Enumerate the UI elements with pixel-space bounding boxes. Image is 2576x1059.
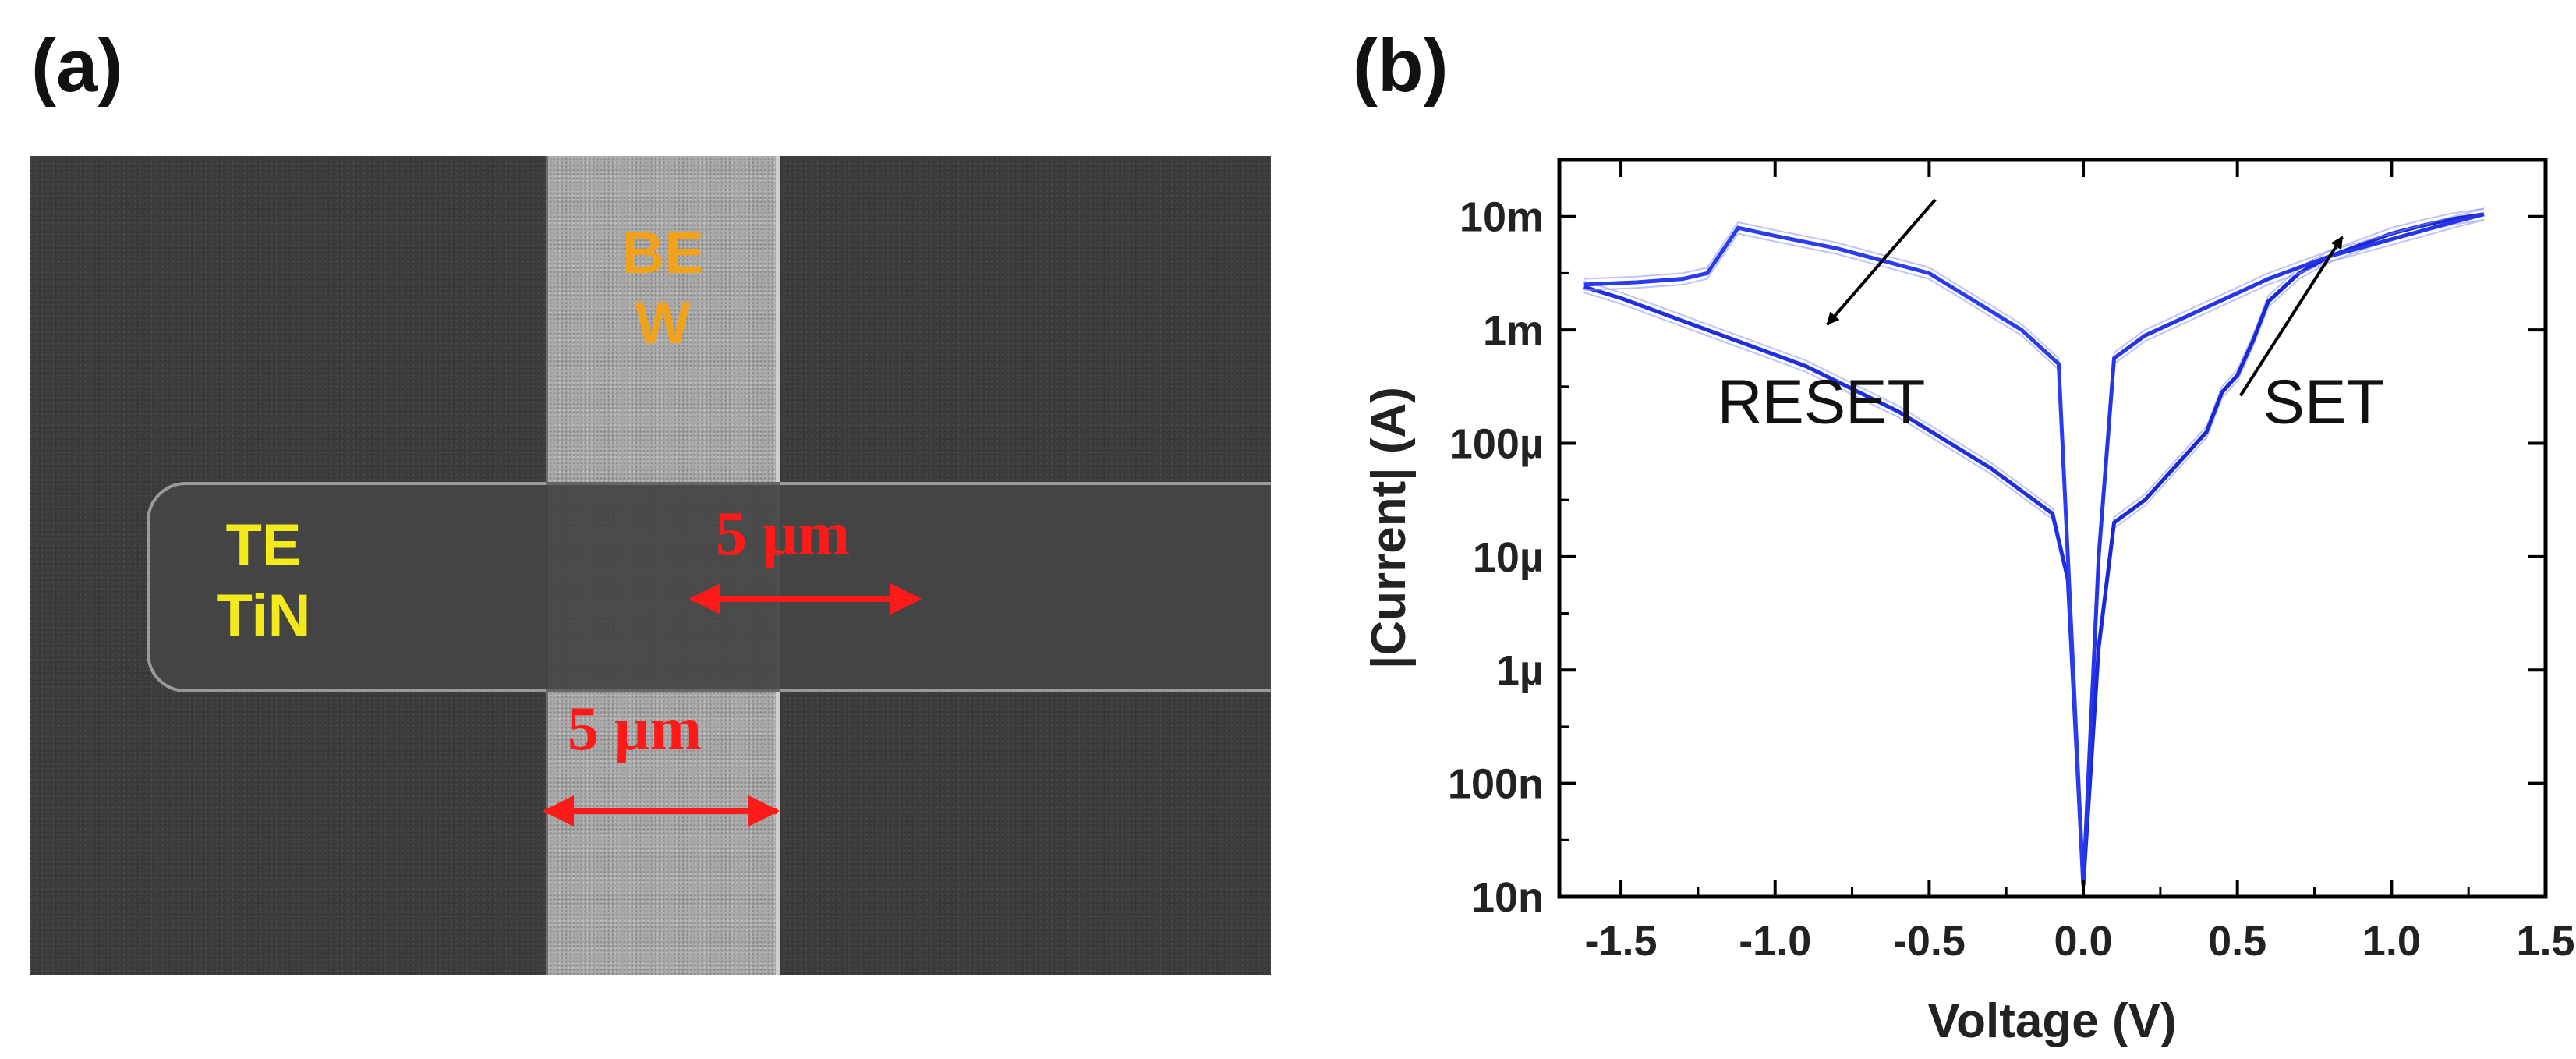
series-3-cycle-2	[2082, 213, 2485, 886]
y-tick-label: 100n	[1448, 761, 1544, 808]
tick-label-layer: -1.5 -1.0 -0.5 0.0 0.5 1.0 1.5 10m 1m 100µ 10µ 1µ 10…	[1448, 194, 2575, 965]
dimension-label-lower: 5 μm	[568, 695, 702, 763]
y-tick-label: 10n	[1471, 874, 1544, 921]
series-0-line	[1583, 285, 2086, 886]
y-tick-label: 1m	[1483, 307, 1544, 354]
series-2-cycle-1	[2082, 219, 2485, 891]
x-axis-title: Voltage (V)	[1927, 994, 2176, 1048]
y-tick-label: 1µ	[1496, 647, 1544, 694]
plot-frame	[1557, 158, 2548, 899]
x-tick-label: 0.0	[2054, 918, 2112, 965]
series-3-cycle-1	[2082, 219, 2485, 891]
bottom-electrode-label: BE W	[546, 218, 780, 359]
te-line1: TE	[225, 512, 302, 579]
annotation-set: SET	[2263, 367, 2385, 436]
y-axis-title: |Current| (A)	[1362, 387, 1417, 669]
top-electrode-label: TE TiN	[186, 511, 341, 651]
x-tick-label: 1.0	[2362, 918, 2421, 965]
series-1-cycle-2	[1583, 227, 2085, 886]
y-tick-label: 100µ	[1449, 420, 1544, 467]
series-2-line	[2081, 212, 2485, 886]
series-1-line	[1583, 225, 2086, 886]
x-tick-label: 1.5	[2516, 918, 2574, 965]
be-line1: BE	[621, 220, 704, 286]
series-layer	[1583, 207, 2485, 891]
dimension-label-horizontal-arrow: 5 μm	[716, 500, 850, 568]
annotation-layer: RESET SET	[1718, 198, 2385, 436]
tick-layer	[1559, 160, 2547, 898]
be-line2: W	[635, 290, 691, 356]
x-tick-label: -0.5	[1893, 918, 1966, 965]
set-arrow	[2238, 236, 2344, 397]
te-line2: TiN	[216, 583, 311, 649]
dimension-arrows	[543, 583, 922, 827]
panel-b-label: (b)	[1353, 24, 1449, 108]
reset-arrow	[1826, 198, 1937, 326]
iv-chart: -1.5 -1.0 -0.5 0.0 0.5 1.0 1.5 10m 1m 100µ 10µ 1µ 10…	[1362, 158, 2575, 1048]
x-tick-label: -1.0	[1739, 918, 1811, 965]
panel-a-label: (a)	[31, 24, 123, 108]
series-2-cycle-3	[2082, 207, 2485, 880]
sem-micrograph: BE W TE TiN 5 μm 5 μm	[30, 156, 1271, 975]
annotation-reset: RESET	[1718, 367, 1926, 436]
x-tick-label: 0.5	[2208, 918, 2266, 965]
y-tick-label: 10m	[1460, 194, 1544, 241]
y-tick-label: 10µ	[1473, 534, 1544, 581]
x-tick-label: -1.5	[1585, 918, 1658, 965]
series-3-cycle-3	[2082, 207, 2485, 880]
series-1-cycle-1	[1583, 232, 2085, 891]
series-3-line	[2081, 212, 2485, 886]
series-2-cycle-2	[2082, 213, 2485, 886]
